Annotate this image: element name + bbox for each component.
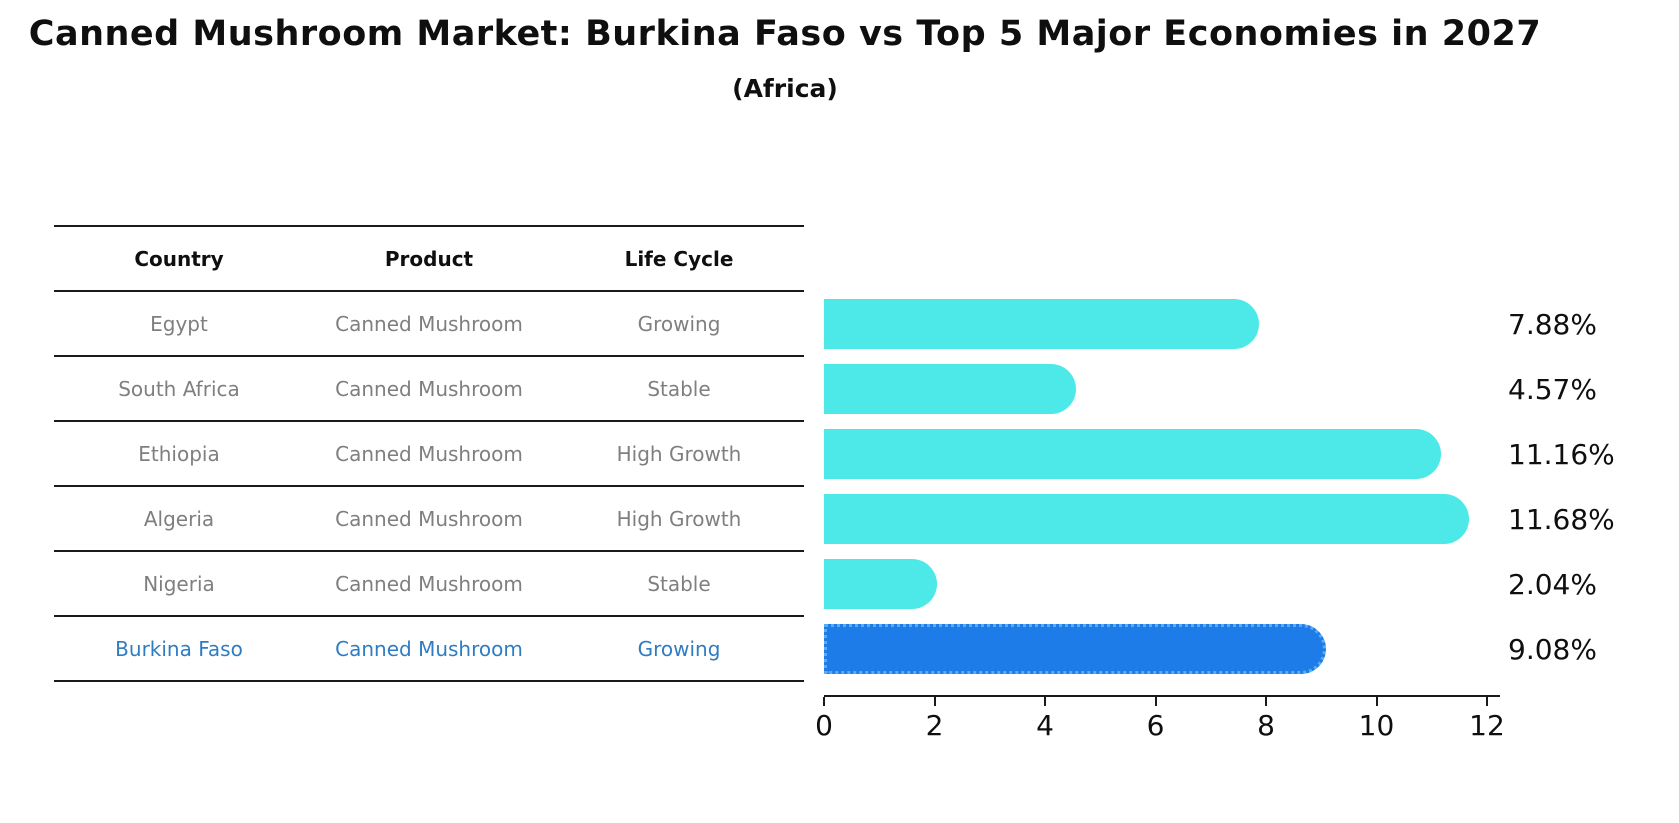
bar-value-label: 11.68% — [1508, 503, 1615, 536]
x-tick-label: 8 — [1257, 709, 1275, 742]
table-cell-life-cycle: Stable — [647, 376, 711, 401]
bar-chart — [824, 292, 1487, 682]
table-cell-country: Burkina Faso — [115, 636, 243, 661]
table-header-row: Country Product Life Cycle — [54, 227, 804, 292]
table-cell-product: Canned Mushroom — [335, 636, 523, 661]
bar-value-label: 2.04% — [1508, 568, 1597, 601]
bar-row — [824, 357, 1487, 422]
bar-row — [824, 617, 1487, 682]
table-row: Nigeria Canned Mushroom Stable — [54, 552, 804, 617]
table-body: Egypt Canned Mushroom Growing South Africa C… — [54, 292, 804, 682]
x-tick-mark — [933, 697, 936, 706]
x-axis-line — [824, 695, 1500, 697]
table-row: South Africa Canned Mushroom Stable — [54, 357, 804, 422]
x-tick-mark — [1265, 697, 1267, 706]
table-cell-product: Canned Mushroom — [335, 506, 523, 531]
table-row: Ethiopia Canned Mushroom High Growth — [54, 422, 804, 487]
bar-algeria — [824, 494, 1470, 544]
x-tick-mark — [1375, 697, 1378, 706]
table-cell-product: Canned Mushroom — [335, 376, 523, 401]
x-tick-mark — [1154, 697, 1157, 706]
bar-row — [824, 422, 1487, 487]
bar-value-label: 7.88% — [1508, 308, 1597, 341]
x-tick-label: 4 — [1036, 709, 1054, 742]
bar-nigeria — [824, 559, 937, 609]
table-cell-country: Algeria — [143, 506, 215, 531]
country-table: Country Product Life Cycle Egypt Canned M… — [54, 225, 804, 682]
table-cell-life-cycle: Growing — [637, 311, 721, 336]
x-tick-label: 10 — [1358, 709, 1395, 742]
table-cell-product: Canned Mushroom — [335, 311, 523, 336]
bar-egypt — [824, 299, 1260, 349]
chart-title: Canned Mushroom Market: Burkina Faso vs … — [28, 14, 1542, 54]
x-tick-mark — [1486, 697, 1488, 706]
x-tick-label: 0 — [815, 709, 833, 742]
column-header-product: Product — [384, 246, 474, 271]
table-cell-life-cycle: Stable — [647, 571, 711, 596]
x-tick-mark — [1044, 697, 1046, 706]
table-cell-life-cycle: High Growth — [616, 441, 742, 466]
table-cell-life-cycle: Growing — [637, 636, 721, 661]
table-cell-product: Canned Mushroom — [335, 571, 523, 596]
table-cell-country: Egypt — [150, 311, 208, 336]
x-tick-label: 12 — [1469, 709, 1505, 742]
table-row: Burkina Faso Canned Mushroom Growing — [54, 617, 804, 682]
table-row: Egypt Canned Mushroom Growing — [54, 292, 804, 357]
bar-ethiopia — [824, 429, 1441, 479]
bar-row — [824, 552, 1487, 617]
chart-subtitle: (Africa) — [732, 74, 838, 103]
table-row: Algeria Canned Mushroom High Growth — [54, 487, 804, 552]
bar-south-africa — [824, 364, 1077, 414]
bar-row — [824, 487, 1487, 552]
bar-value-label: 9.08% — [1508, 633, 1597, 666]
x-tick-mark — [823, 697, 825, 706]
bar-highlight-burkina-faso — [824, 624, 1326, 674]
column-header-country: Country — [134, 246, 224, 271]
table-cell-product: Canned Mushroom — [335, 441, 523, 466]
bar-value-label: 4.57% — [1508, 373, 1597, 406]
table-cell-life-cycle: High Growth — [616, 506, 742, 531]
table-cell-country: Nigeria — [143, 571, 215, 596]
column-header-lifecycle: Life Cycle — [624, 246, 734, 271]
x-tick-label: 6 — [1146, 709, 1165, 742]
x-tick-label: 2 — [925, 709, 944, 742]
table-cell-country: South Africa — [118, 376, 240, 401]
bar-value-label: 11.16% — [1508, 438, 1615, 471]
value-labels: 7.88% 4.57% 11.16% 11.68% 2.04% 9.08% — [1508, 292, 1673, 682]
bar-row — [824, 292, 1487, 357]
table-cell-country: Ethiopia — [138, 441, 220, 466]
